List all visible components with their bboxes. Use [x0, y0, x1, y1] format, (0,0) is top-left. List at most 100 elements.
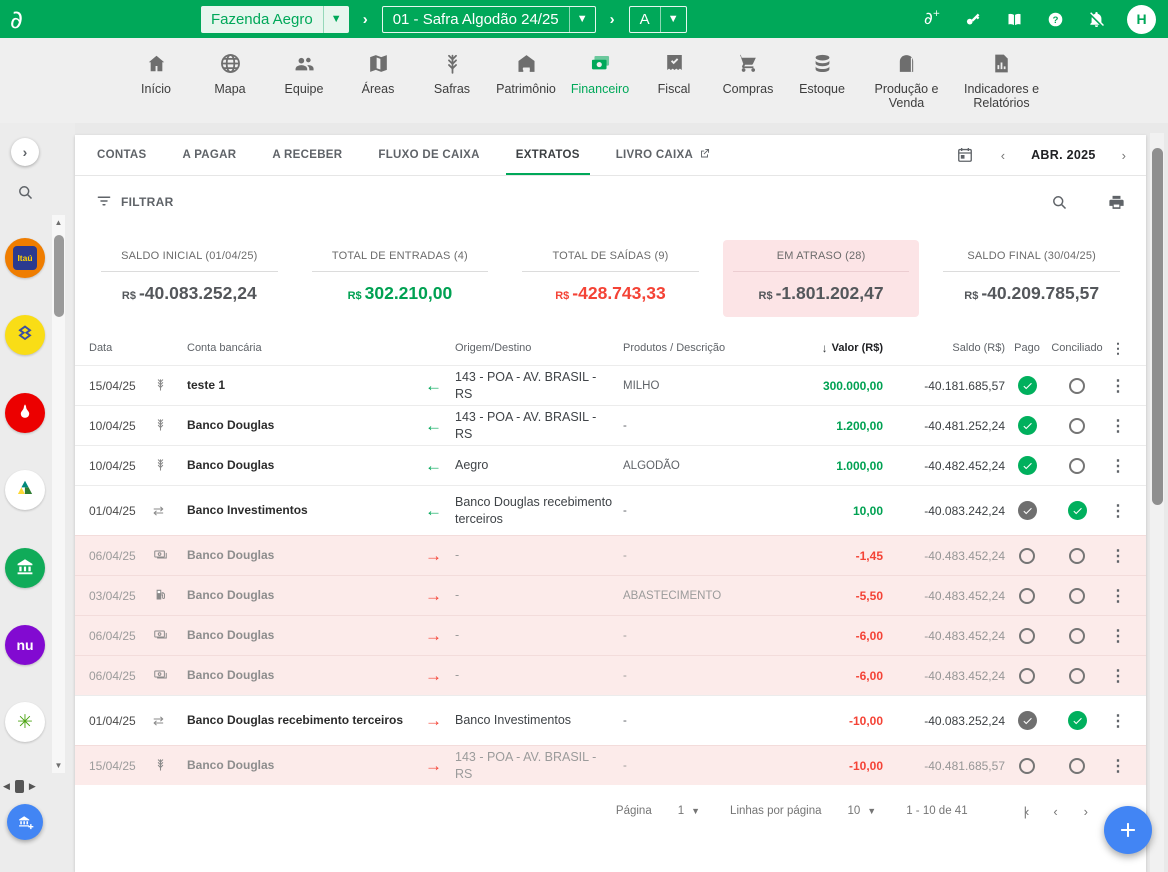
tab-a-pagar[interactable]: A PAGAR	[181, 135, 239, 175]
bank-account-santander[interactable]	[5, 393, 45, 433]
reconciled-checked-icon[interactable]	[1068, 501, 1087, 520]
calendar-icon[interactable]	[955, 145, 975, 165]
nav-item-globe[interactable]: Mapa	[193, 38, 267, 123]
nav-item-stack[interactable]: Estoque	[785, 38, 859, 123]
nav-item-wheat[interactable]: Safras	[415, 38, 489, 123]
col-paid: Pago	[1005, 342, 1049, 354]
table-row[interactable]: 06/04/25 Banco Douglas → - - -6,00 -40.4…	[75, 655, 1146, 695]
paid-checked-icon[interactable]	[1018, 456, 1037, 475]
row-options-kebab-icon[interactable]: ⋮	[1105, 416, 1131, 436]
reconciled-unchecked-icon[interactable]	[1069, 458, 1085, 474]
paid-unchecked-icon[interactable]	[1019, 628, 1035, 644]
rows-per-page-select[interactable]: 10▼	[847, 805, 876, 817]
tab-contas[interactable]: CONTAS	[95, 135, 149, 175]
tab-livro-caixa[interactable]: LIVRO CAIXA	[614, 135, 713, 175]
row-options-kebab-icon[interactable]: ⋮	[1105, 626, 1131, 646]
tab-fluxo-de-caixa[interactable]: FLUXO DE CAIXA	[376, 135, 481, 175]
farm-selector[interactable]: Fazenda Aegro ▼	[201, 6, 349, 33]
paid-unchecked-icon[interactable]	[1019, 588, 1035, 604]
expand-rail-button[interactable]: ›	[11, 138, 39, 166]
nav-item-home[interactable]: Início	[119, 38, 193, 123]
nav-item-receipt[interactable]: Fiscal	[637, 38, 711, 123]
first-page-button[interactable]: |‹	[1024, 804, 1028, 819]
search-icon[interactable]	[1050, 193, 1069, 212]
previous-page-button[interactable]: ‹	[1053, 804, 1057, 819]
add-farm-icon[interactable]: ∂+	[922, 9, 942, 29]
help-icon[interactable]: ?	[1045, 9, 1065, 29]
paid-checked-icon[interactable]	[1018, 376, 1037, 395]
table-row[interactable]: 10/04/25 Banco Douglas ← 143 - POA - AV.…	[75, 405, 1146, 445]
reconciled-checked-icon[interactable]	[1068, 711, 1087, 730]
table-row[interactable]: 01/04/25 ⇄ Banco Douglas recebimento ter…	[75, 695, 1146, 745]
table-row[interactable]: 15/04/25 Banco Douglas → 143 - POA - AV.…	[75, 745, 1146, 785]
table-row[interactable]: 03/04/25 Banco Douglas → - ABASTECIMENTO…	[75, 575, 1146, 615]
reconciled-unchecked-icon[interactable]	[1069, 378, 1085, 394]
print-icon[interactable]	[1107, 193, 1126, 212]
tab-extratos[interactable]: EXTRATOS	[514, 135, 582, 175]
reconciled-unchecked-icon[interactable]	[1069, 628, 1085, 644]
nav-item-report[interactable]: Indicadores e Relatórios	[954, 38, 1049, 123]
rail-scroll-down-icon[interactable]: ▼	[52, 761, 65, 770]
nav-item-map[interactable]: Áreas	[341, 38, 415, 123]
integrations-key-icon[interactable]	[963, 9, 983, 29]
col-value-sort[interactable]: ↓ Valor (R$)	[791, 341, 883, 355]
paid-unchecked-icon[interactable]	[1019, 668, 1035, 684]
paid-checked-disabled-icon[interactable]	[1018, 711, 1037, 730]
add-transaction-fab[interactable]	[1104, 806, 1152, 854]
reconciled-unchecked-icon[interactable]	[1069, 548, 1085, 564]
bank-account-cooperative-bank[interactable]	[5, 470, 45, 510]
bank-account-nubank[interactable]: nu	[5, 625, 45, 665]
nav-item-silo[interactable]: Produção e Venda	[859, 38, 954, 123]
next-page-button[interactable]: ›	[1084, 804, 1088, 819]
user-avatar[interactable]: H	[1127, 5, 1156, 34]
nav-item-barn[interactable]: Patrimônio	[489, 38, 563, 123]
nav-item-people[interactable]: Equipe	[267, 38, 341, 123]
row-options-kebab-icon[interactable]: ⋮	[1105, 711, 1131, 731]
paid-checked-icon[interactable]	[1018, 416, 1037, 435]
rail-scrollbar-thumb[interactable]	[54, 235, 64, 317]
tab-a-receber[interactable]: A RECEBER	[270, 135, 344, 175]
paid-unchecked-icon[interactable]	[1019, 548, 1035, 564]
row-options-kebab-icon[interactable]: ⋮	[1105, 546, 1131, 566]
row-options-kebab-icon[interactable]: ⋮	[1105, 666, 1131, 686]
nav-item-money[interactable]: Financeiro	[563, 38, 637, 123]
page-select[interactable]: 1▼	[678, 805, 700, 817]
bank-account-banco-do-brasil[interactable]	[5, 315, 45, 355]
bank-account-itau[interactable]: Itaú	[5, 238, 45, 278]
filter-button[interactable]: FILTRAR	[95, 192, 174, 213]
row-options-kebab-icon[interactable]: ⋮	[1105, 376, 1131, 396]
summary-card[interactable]: EM ATRASO (28) R$-1.801.202,47	[723, 240, 920, 317]
bank-account-sicredi[interactable]: ✳	[5, 702, 45, 742]
rail-search-icon[interactable]	[16, 183, 35, 202]
add-bank-account-button[interactable]	[7, 804, 43, 840]
table-row[interactable]: 01/04/25 ⇄ Banco Investimentos ← Banco D…	[75, 485, 1146, 535]
area-selector[interactable]: A ▼	[629, 6, 687, 33]
scroll-right-icon[interactable]: ▶	[29, 781, 36, 792]
nav-item-cart[interactable]: Compras	[711, 38, 785, 123]
row-options-kebab-icon[interactable]: ⋮	[1105, 456, 1131, 476]
table-options-kebab-icon[interactable]: ⋮	[1105, 340, 1131, 357]
notifications-off-icon[interactable]	[1086, 9, 1106, 29]
reconciled-unchecked-icon[interactable]	[1069, 758, 1085, 774]
paid-unchecked-icon[interactable]	[1019, 758, 1035, 774]
next-month-button[interactable]: ›	[1122, 148, 1126, 163]
table-row[interactable]: 10/04/25 Banco Douglas ← Aegro ALGODÃO 1…	[75, 445, 1146, 485]
rail-scroll-up-icon[interactable]: ▲	[52, 218, 65, 227]
scroll-left-icon[interactable]: ◀	[3, 781, 10, 792]
row-options-kebab-icon[interactable]: ⋮	[1105, 586, 1131, 606]
table-row[interactable]: 06/04/25 Banco Douglas → - - -1,45 -40.4…	[75, 535, 1146, 575]
reconciled-unchecked-icon[interactable]	[1069, 418, 1085, 434]
manual-book-icon[interactable]	[1004, 9, 1024, 29]
table-row[interactable]: 06/04/25 Banco Douglas → - - -6,00 -40.4…	[75, 615, 1146, 655]
row-options-kebab-icon[interactable]: ⋮	[1105, 501, 1131, 521]
paid-checked-disabled-icon[interactable]	[1018, 501, 1037, 520]
reconciled-unchecked-icon[interactable]	[1069, 588, 1085, 604]
hscroll-thumb[interactable]	[15, 780, 24, 793]
bank-account-generic-bank[interactable]	[5, 548, 45, 588]
previous-month-button[interactable]: ‹	[1001, 148, 1005, 163]
table-row[interactable]: 15/04/25 teste 1 ← 143 - POA - AV. BRASI…	[75, 365, 1146, 405]
reconciled-unchecked-icon[interactable]	[1069, 668, 1085, 684]
season-selector[interactable]: 01 - Safra Algodão 24/25 ▼	[382, 6, 596, 33]
row-options-kebab-icon[interactable]: ⋮	[1105, 756, 1131, 776]
page-scrollbar-thumb[interactable]	[1152, 148, 1163, 505]
